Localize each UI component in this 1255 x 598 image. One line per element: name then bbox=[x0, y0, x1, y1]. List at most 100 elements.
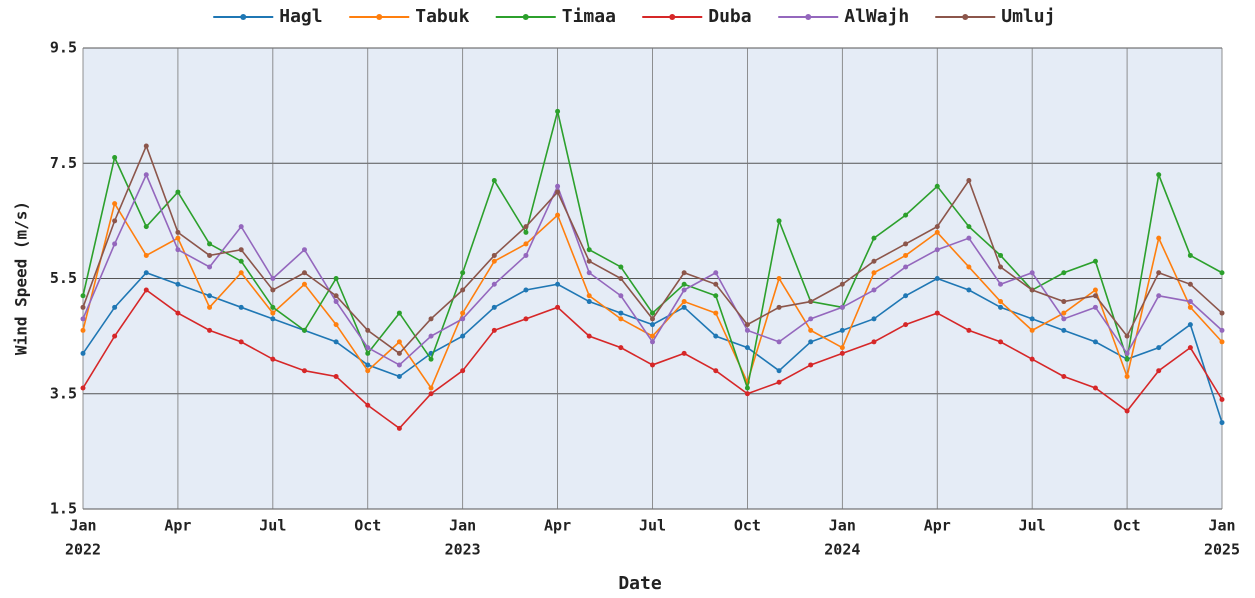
point bbox=[618, 345, 624, 351]
point bbox=[1156, 235, 1162, 241]
point bbox=[238, 339, 244, 345]
point bbox=[903, 252, 909, 258]
point bbox=[1219, 339, 1225, 345]
point bbox=[839, 281, 845, 287]
point bbox=[681, 281, 687, 287]
point bbox=[934, 229, 940, 235]
point bbox=[207, 327, 213, 333]
point bbox=[744, 327, 750, 333]
point bbox=[650, 310, 655, 316]
x-tick-label: Oct bbox=[734, 517, 761, 535]
x-tick-label: 2023 bbox=[445, 541, 481, 559]
point bbox=[238, 270, 244, 276]
legend-marker bbox=[805, 14, 812, 20]
point bbox=[460, 287, 466, 293]
point bbox=[776, 218, 782, 224]
point bbox=[428, 316, 434, 322]
point bbox=[1061, 373, 1067, 379]
point bbox=[998, 264, 1004, 270]
point bbox=[523, 224, 529, 230]
point bbox=[586, 258, 592, 264]
x-tick-label: 2024 bbox=[824, 541, 860, 559]
point bbox=[776, 276, 782, 281]
point bbox=[650, 322, 655, 328]
point bbox=[270, 310, 276, 316]
point bbox=[776, 304, 782, 310]
point bbox=[998, 281, 1004, 287]
point bbox=[650, 362, 655, 368]
legend-label: Umluj bbox=[1001, 6, 1055, 27]
point bbox=[396, 373, 402, 379]
point bbox=[713, 310, 719, 316]
point bbox=[238, 224, 244, 230]
x-tick-label: Jul bbox=[259, 517, 286, 535]
y-tick-label: 1.5 bbox=[50, 500, 77, 518]
point bbox=[1061, 316, 1067, 322]
point bbox=[238, 258, 244, 264]
point bbox=[808, 339, 814, 345]
point bbox=[1156, 293, 1162, 299]
point bbox=[333, 339, 339, 345]
point bbox=[1061, 327, 1067, 333]
point bbox=[1092, 339, 1098, 345]
point bbox=[839, 327, 845, 333]
point bbox=[523, 229, 529, 235]
point bbox=[523, 252, 529, 258]
point bbox=[143, 252, 149, 258]
point bbox=[428, 333, 434, 339]
point bbox=[808, 327, 814, 333]
point bbox=[1219, 397, 1225, 403]
point bbox=[207, 293, 213, 299]
point bbox=[143, 287, 149, 293]
point bbox=[523, 241, 529, 247]
point bbox=[143, 270, 149, 276]
point bbox=[1092, 293, 1098, 299]
point bbox=[1092, 385, 1098, 391]
legend-marker bbox=[962, 14, 969, 20]
series bbox=[80, 143, 1225, 356]
series bbox=[80, 287, 1225, 431]
point bbox=[396, 362, 402, 368]
point bbox=[1219, 270, 1225, 276]
point bbox=[871, 258, 877, 264]
point bbox=[365, 368, 371, 374]
point bbox=[143, 224, 149, 230]
point bbox=[1092, 258, 1098, 264]
legend-label: Duba bbox=[708, 6, 751, 27]
point bbox=[175, 229, 181, 235]
point bbox=[650, 316, 655, 322]
point bbox=[1156, 345, 1162, 351]
x-tick-label: Jan bbox=[69, 517, 96, 535]
legend-label: Timaa bbox=[562, 6, 616, 27]
point bbox=[238, 304, 244, 310]
point bbox=[618, 316, 624, 322]
point bbox=[112, 333, 118, 339]
point bbox=[618, 293, 624, 299]
point bbox=[1156, 172, 1162, 178]
point bbox=[808, 299, 814, 305]
point bbox=[80, 350, 86, 356]
point bbox=[207, 264, 213, 270]
point bbox=[270, 304, 276, 310]
point bbox=[713, 281, 719, 287]
point bbox=[776, 368, 782, 374]
point bbox=[1187, 281, 1193, 287]
point bbox=[175, 235, 181, 241]
point bbox=[460, 333, 466, 339]
point bbox=[713, 368, 719, 374]
point bbox=[1219, 327, 1225, 333]
point bbox=[555, 108, 561, 114]
point bbox=[650, 333, 655, 339]
point bbox=[333, 293, 339, 299]
point bbox=[681, 304, 687, 310]
point bbox=[871, 316, 877, 322]
point bbox=[460, 310, 466, 316]
point bbox=[1124, 408, 1130, 414]
point bbox=[238, 247, 244, 253]
point bbox=[713, 333, 719, 339]
point bbox=[143, 172, 149, 178]
point bbox=[871, 287, 877, 293]
point bbox=[428, 356, 434, 362]
point bbox=[1092, 287, 1098, 293]
point bbox=[903, 264, 909, 270]
